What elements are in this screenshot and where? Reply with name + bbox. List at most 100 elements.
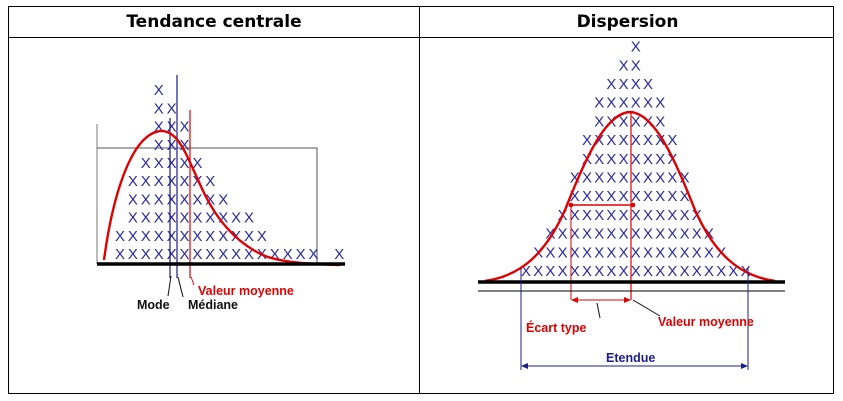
right-x-mark-col14-row0: X bbox=[692, 263, 702, 280]
header-dispersion: Dispersion bbox=[576, 12, 679, 32]
left-x-mark-col8-row3: X bbox=[218, 191, 228, 208]
right-x-mark-col11-row8: X bbox=[655, 113, 665, 130]
left-x-mark-col3-row9: X bbox=[154, 82, 164, 99]
right-x-mark-col6-row5: X bbox=[594, 170, 604, 187]
left-x-mark-col6-row5: X bbox=[192, 155, 202, 172]
etendue-arrowhead-right bbox=[741, 363, 748, 369]
right-x-mark-col11-row0: X bbox=[655, 263, 665, 280]
right-x-mark-col12-row2: X bbox=[667, 226, 677, 243]
left-x-mark-col1-row4: X bbox=[128, 173, 138, 190]
right-x-mark-col9-row6: X bbox=[631, 151, 641, 168]
left-x-mark-col12-row0: X bbox=[270, 246, 280, 263]
right-x-mark-col10-row4: X bbox=[643, 188, 653, 205]
left-x-mark-col5-row1: X bbox=[179, 228, 189, 245]
right-x-mark-col7-row7: X bbox=[606, 132, 616, 149]
left-x-mark-col3-row3: X bbox=[154, 191, 164, 208]
right-x-mark-col13-row0: X bbox=[680, 263, 690, 280]
right-x-mark-col4-row4: X bbox=[570, 188, 580, 205]
right-x-mark-col10-row3: X bbox=[643, 207, 653, 224]
left-x-mark-col2-row1: X bbox=[141, 228, 151, 245]
right-x-mark-col6-row8: X bbox=[594, 113, 604, 130]
mediane-pointer bbox=[177, 276, 184, 298]
left-x-mark-col10-row1: X bbox=[244, 228, 254, 245]
left-x-mark-col8-row0: X bbox=[218, 246, 228, 263]
right-x-mark-col8-row7: X bbox=[619, 132, 629, 149]
right-x-mark-col7-row3: X bbox=[606, 207, 616, 224]
right-x-mark-col5-row2: X bbox=[582, 226, 592, 243]
left-x-mark-col3-row1: X bbox=[154, 228, 164, 245]
right-x-mark-col3-row0: X bbox=[558, 263, 568, 280]
left-x-mark-col7-row3: X bbox=[205, 191, 215, 208]
left-x-mark-col3-row0: X bbox=[154, 246, 164, 263]
left-x-mark-col7-row1: X bbox=[205, 228, 215, 245]
right-marks: X XXXXXXXXXXXXXXXXXXXXXXXXXXXXXXXXXXXXXXX… bbox=[521, 39, 751, 280]
left-x-mark-col8-row1: X bbox=[218, 228, 228, 245]
right-x-mark-col5-row3: X bbox=[582, 207, 592, 224]
column-divider bbox=[419, 7, 420, 393]
skewed-curve bbox=[102, 129, 341, 267]
right-x-mark-col8-row9: X bbox=[619, 95, 629, 112]
left-x-mark-col7-row0: X bbox=[205, 246, 215, 263]
right-x-mark-col6-row4: X bbox=[594, 188, 604, 205]
right-x-mark-col3-row2: X bbox=[558, 226, 568, 243]
right-x-mark-col12-row4: X bbox=[667, 188, 677, 205]
left-x-mark-col7-row4: X bbox=[205, 173, 215, 190]
right-x-mark-col2-row0: X bbox=[545, 263, 555, 280]
left-marks: XXXXXXXXXXXXXXXXXXXXXXXXXXXXXXXXXXXXXXXX… bbox=[115, 82, 344, 263]
left-x-mark-col1-row3: X bbox=[128, 191, 138, 208]
right-x-mark-col11-row2: X bbox=[655, 226, 665, 243]
right-x-mark-col12-row3: X bbox=[667, 207, 677, 224]
right-x-mark-col7-row0: X bbox=[606, 263, 616, 280]
right-x-mark-col9-row7: X bbox=[631, 132, 641, 149]
label-mode: Mode bbox=[137, 298, 170, 312]
right-x-mark-col8-row11: X bbox=[619, 57, 629, 74]
right-x-mark-col11-row3: X bbox=[655, 207, 665, 224]
right-x-mark-col10-row1: X bbox=[643, 244, 653, 261]
header-divider bbox=[9, 37, 833, 38]
moyenne-pointer-right bbox=[632, 299, 661, 317]
left-x-mark-col5-row3: X bbox=[179, 191, 189, 208]
label-ecart-type: Écart type bbox=[526, 320, 586, 335]
right-x-mark-col10-row7: X bbox=[643, 132, 653, 149]
right-x-mark-col10-row9: X bbox=[643, 95, 653, 112]
right-x-mark-col9-row5: X bbox=[631, 170, 641, 187]
right-x-mark-col4-row1: X bbox=[570, 244, 580, 261]
right-x-mark-col9-row0: X bbox=[631, 263, 641, 280]
right-x-mark-col15-row0: X bbox=[704, 263, 714, 280]
left-x-mark-col6-row2: X bbox=[192, 210, 202, 227]
right-x-mark-col8-row2: X bbox=[619, 226, 629, 243]
left-diagram: XXXXXXXXXXXXXXXXXXXXXXXXXXXXXXXXXXXXXXXX… bbox=[96, 75, 345, 312]
left-x-mark-col4-row2: X bbox=[167, 210, 177, 227]
right-x-mark-col7-row2: X bbox=[606, 226, 616, 243]
left-x-mark-col8-row2: X bbox=[218, 210, 228, 227]
label-etendue: Etendue bbox=[606, 351, 655, 365]
right-x-mark-col5-row4: X bbox=[582, 188, 592, 205]
right-x-mark-col10-row6: X bbox=[643, 151, 653, 168]
right-x-mark-col10-row5: X bbox=[643, 170, 653, 187]
left-x-mark-col4-row8: X bbox=[167, 100, 177, 117]
right-x-mark-col9-row8: X bbox=[631, 113, 641, 130]
right-x-mark-col5-row5: X bbox=[582, 170, 592, 187]
right-x-mark-col8-row10: X bbox=[619, 76, 629, 93]
right-x-mark-col5-row7: X bbox=[582, 132, 592, 149]
right-x-mark-col9-row1: X bbox=[631, 244, 641, 261]
left-x-mark-col2-row0: X bbox=[141, 246, 151, 263]
right-x-mark-col8-row5: X bbox=[619, 170, 629, 187]
left-x-mark-col5-row5: X bbox=[179, 155, 189, 172]
mode-pointer bbox=[167, 275, 172, 297]
right-x-mark-col11-row6: X bbox=[655, 151, 665, 168]
left-x-mark-col5-row4: X bbox=[179, 173, 189, 190]
right-x-mark-col13-row3: X bbox=[680, 207, 690, 224]
left-x-mark-col3-row2: X bbox=[154, 210, 164, 227]
sigma-dot-right bbox=[630, 202, 636, 208]
right-x-mark-col11-row9: X bbox=[655, 95, 665, 112]
right-x-mark-col6-row2: X bbox=[594, 226, 604, 243]
right-x-mark-col5-row1: X bbox=[582, 244, 592, 261]
ecart-arrowhead-left bbox=[571, 297, 578, 303]
right-x-mark-col7-row1: X bbox=[606, 244, 616, 261]
left-x-mark-col0-row1: X bbox=[115, 228, 125, 245]
right-x-mark-col6-row0: X bbox=[594, 263, 604, 280]
etendue-arrowhead-left bbox=[521, 363, 528, 369]
left-x-mark-col4-row7: X bbox=[167, 119, 177, 136]
right-x-mark-col11-row7: X bbox=[655, 132, 665, 149]
